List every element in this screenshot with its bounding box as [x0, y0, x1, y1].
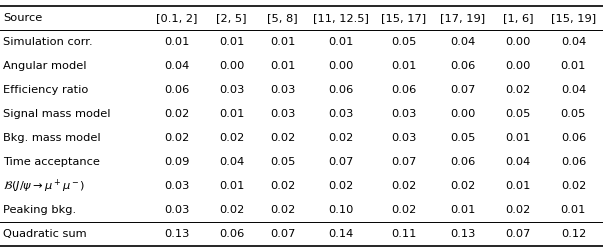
Text: 0.00: 0.00 — [505, 37, 531, 47]
Text: 0.05: 0.05 — [391, 37, 417, 47]
Text: 0.01: 0.01 — [561, 61, 586, 71]
Text: 0.00: 0.00 — [219, 61, 244, 71]
Text: [11, 12.5]: [11, 12.5] — [314, 13, 369, 23]
Text: 0.03: 0.03 — [164, 181, 189, 191]
Text: 0.02: 0.02 — [505, 85, 531, 95]
Text: 0.07: 0.07 — [270, 230, 295, 239]
Text: 0.06: 0.06 — [164, 85, 189, 95]
Text: 0.00: 0.00 — [505, 61, 531, 71]
Text: 0.07: 0.07 — [505, 230, 531, 239]
Text: 0.01: 0.01 — [219, 109, 244, 119]
Text: 0.03: 0.03 — [391, 109, 417, 119]
Text: 0.03: 0.03 — [270, 109, 295, 119]
Text: 0.11: 0.11 — [391, 230, 417, 239]
Text: 0.02: 0.02 — [270, 133, 295, 143]
Text: 0.06: 0.06 — [561, 157, 586, 167]
Text: 0.01: 0.01 — [219, 181, 244, 191]
Text: 0.05: 0.05 — [561, 109, 586, 119]
Text: [2, 5]: [2, 5] — [216, 13, 247, 23]
Text: Time acceptance: Time acceptance — [3, 157, 100, 167]
Text: 0.09: 0.09 — [164, 157, 189, 167]
Text: 0.01: 0.01 — [219, 37, 244, 47]
Text: 0.02: 0.02 — [505, 205, 531, 215]
Text: [0.1, 2]: [0.1, 2] — [156, 13, 198, 23]
Text: Source: Source — [3, 13, 43, 23]
Text: 0.02: 0.02 — [391, 205, 417, 215]
Text: 0.04: 0.04 — [164, 61, 189, 71]
Text: 0.13: 0.13 — [450, 230, 476, 239]
Text: Angular model: Angular model — [3, 61, 87, 71]
Text: 0.03: 0.03 — [164, 205, 189, 215]
Text: 0.02: 0.02 — [450, 181, 476, 191]
Text: Simulation corr.: Simulation corr. — [3, 37, 93, 47]
Text: Quadratic sum: Quadratic sum — [3, 230, 87, 239]
Text: 0.07: 0.07 — [450, 85, 476, 95]
Text: [15, 17]: [15, 17] — [381, 13, 426, 23]
Text: 0.03: 0.03 — [391, 133, 417, 143]
Text: 0.01: 0.01 — [270, 37, 295, 47]
Text: 0.01: 0.01 — [505, 133, 531, 143]
Text: 0.02: 0.02 — [164, 133, 189, 143]
Text: 0.02: 0.02 — [329, 181, 354, 191]
Text: 0.01: 0.01 — [561, 205, 586, 215]
Text: 0.07: 0.07 — [329, 157, 354, 167]
Text: 0.04: 0.04 — [450, 37, 476, 47]
Text: 0.01: 0.01 — [450, 205, 476, 215]
Text: 0.02: 0.02 — [219, 133, 244, 143]
Text: 0.06: 0.06 — [450, 61, 476, 71]
Text: 0.02: 0.02 — [164, 109, 189, 119]
Text: Peaking bkg.: Peaking bkg. — [3, 205, 77, 215]
Text: 0.02: 0.02 — [391, 181, 417, 191]
Text: 0.06: 0.06 — [561, 133, 586, 143]
Text: 0.04: 0.04 — [561, 37, 586, 47]
Text: 0.06: 0.06 — [450, 157, 476, 167]
Text: 0.05: 0.05 — [505, 109, 531, 119]
Text: [15, 19]: [15, 19] — [551, 13, 596, 23]
Text: 0.05: 0.05 — [450, 133, 476, 143]
Text: 0.03: 0.03 — [270, 85, 295, 95]
Text: 0.02: 0.02 — [219, 205, 244, 215]
Text: 0.02: 0.02 — [270, 181, 295, 191]
Text: 0.02: 0.02 — [561, 181, 586, 191]
Text: 0.01: 0.01 — [270, 61, 295, 71]
Text: Bkg. mass model: Bkg. mass model — [3, 133, 101, 143]
Text: 0.01: 0.01 — [391, 61, 417, 71]
Text: Efficiency ratio: Efficiency ratio — [3, 85, 89, 95]
Text: 0.06: 0.06 — [391, 85, 417, 95]
Text: 0.05: 0.05 — [270, 157, 295, 167]
Text: 0.00: 0.00 — [329, 61, 354, 71]
Text: 0.04: 0.04 — [219, 157, 244, 167]
Text: 0.10: 0.10 — [329, 205, 354, 215]
Text: 0.13: 0.13 — [164, 230, 189, 239]
Text: 0.04: 0.04 — [505, 157, 531, 167]
Text: [1, 6]: [1, 6] — [503, 13, 534, 23]
Text: 0.01: 0.01 — [505, 181, 531, 191]
Text: 0.03: 0.03 — [329, 109, 354, 119]
Text: 0.12: 0.12 — [561, 230, 586, 239]
Text: 0.14: 0.14 — [329, 230, 354, 239]
Text: 0.01: 0.01 — [164, 37, 189, 47]
Text: Signal mass model: Signal mass model — [3, 109, 111, 119]
Text: [17, 19]: [17, 19] — [440, 13, 485, 23]
Text: 0.07: 0.07 — [391, 157, 417, 167]
Text: [5, 8]: [5, 8] — [268, 13, 298, 23]
Text: 0.00: 0.00 — [450, 109, 476, 119]
Text: $\mathcal{B}(J/\psi \rightarrow \mu^+\mu^-)$: $\mathcal{B}(J/\psi \rightarrow \mu^+\mu… — [3, 178, 86, 195]
Text: 0.02: 0.02 — [270, 205, 295, 215]
Text: 0.01: 0.01 — [329, 37, 354, 47]
Text: 0.03: 0.03 — [219, 85, 244, 95]
Text: 0.06: 0.06 — [219, 230, 244, 239]
Text: 0.06: 0.06 — [329, 85, 354, 95]
Text: 0.04: 0.04 — [561, 85, 586, 95]
Text: 0.02: 0.02 — [329, 133, 354, 143]
